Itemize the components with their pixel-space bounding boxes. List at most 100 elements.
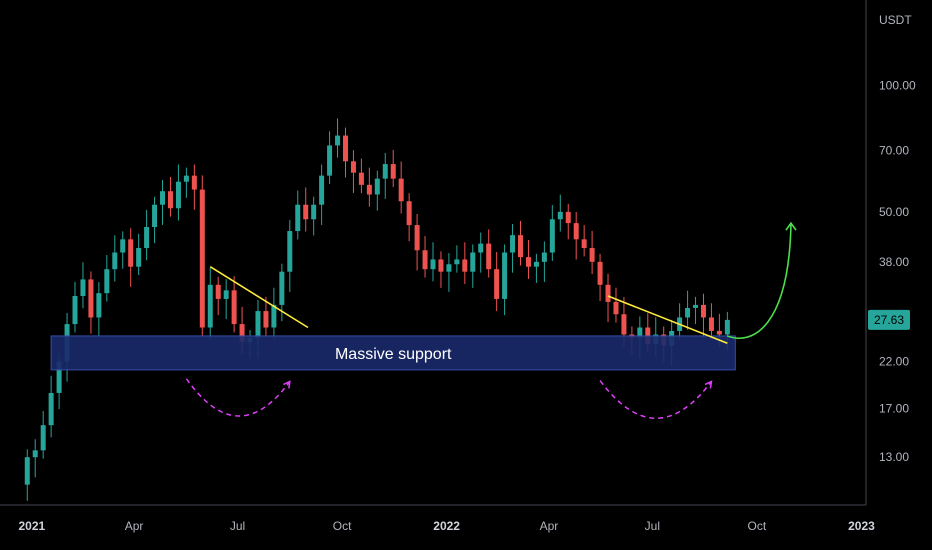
support-zone-layer: Massive support: [50, 335, 736, 371]
candle-body: [510, 235, 516, 253]
trendline[interactable]: [607, 295, 728, 345]
candle-body: [470, 252, 476, 272]
candle-body: [518, 235, 524, 258]
candle-body: [24, 457, 30, 485]
candle-body: [430, 259, 436, 270]
candle-body: [327, 145, 333, 176]
candle-body: [565, 211, 571, 224]
candle-body: [287, 231, 293, 272]
candle-body: [167, 191, 173, 209]
candle-body: [374, 178, 380, 195]
candle-body: [541, 252, 547, 262]
candle-body: [478, 243, 484, 253]
candle-body: [446, 264, 452, 272]
candle-body: [438, 259, 444, 272]
candle-body: [398, 178, 404, 202]
price-tick-label: 38.00: [879, 255, 909, 269]
currency-label: USDT: [879, 13, 912, 27]
price-tick-label: 13.00: [879, 450, 909, 464]
trendline[interactable]: [209, 266, 309, 329]
price-tick-label: 70.00: [879, 144, 909, 158]
candle-body: [96, 293, 102, 318]
candle-body: [144, 227, 150, 249]
candle-body: [454, 259, 460, 265]
candle-body: [382, 164, 388, 179]
current-price-value: 27.63: [874, 313, 904, 327]
candle-body: [366, 184, 372, 195]
time-tick-label: Oct: [748, 519, 767, 533]
candle-body: [215, 284, 221, 299]
candle-body: [693, 304, 699, 308]
candle-body: [207, 284, 213, 328]
price-axis[interactable]: 100.00 70.00 50.00 38.00 22.00 17.00 13.00: [879, 79, 916, 465]
candle-body: [685, 307, 691, 318]
candle-body: [605, 284, 611, 302]
price-tick-label: 50.00: [879, 205, 909, 219]
candle-body: [708, 317, 714, 331]
candle-body: [462, 259, 468, 272]
candle-body: [319, 175, 325, 205]
candle-body: [40, 425, 46, 451]
candle-body: [335, 135, 341, 146]
time-axis[interactable]: 2021 Apr Jul Oct 2022 Apr Jul Oct 2023: [18, 519, 875, 533]
candle-body: [56, 361, 62, 393]
candle-body: [597, 261, 603, 285]
candle-body: [263, 311, 269, 328]
candle-body: [32, 450, 38, 458]
time-tick-label: 2021: [18, 519, 45, 533]
candle-body: [533, 261, 539, 267]
cup-arc-arrowhead: [704, 380, 713, 389]
candle-body: [136, 248, 142, 267]
candle-body: [120, 239, 126, 253]
candle-body: [422, 250, 428, 270]
candle-body: [239, 324, 245, 342]
candle-body: [104, 269, 110, 294]
projection-arrow[interactable]: [727, 223, 792, 340]
candle-body: [88, 279, 94, 318]
candle-body: [486, 243, 492, 270]
cup-arc[interactable]: [599, 380, 713, 419]
time-tick-label: Apr: [540, 519, 559, 533]
current-price-tag: 27.63: [868, 309, 910, 330]
candle-body: [613, 301, 619, 315]
candle-body: [48, 392, 54, 426]
candle-body: [72, 296, 78, 325]
support-zone[interactable]: [50, 335, 736, 371]
drawings-layer: [185, 221, 797, 419]
cup-arc-arrowhead: [283, 380, 291, 389]
price-tick-label: 17.00: [879, 401, 909, 415]
candle-body: [231, 290, 237, 325]
candle-body: [502, 252, 508, 299]
candle-body: [199, 189, 205, 328]
candles-layer: [24, 118, 730, 501]
candle-body: [589, 248, 595, 262]
price-tick-label: 100.00: [879, 79, 916, 93]
candle-body: [414, 225, 420, 251]
time-tick-label: Apr: [125, 519, 144, 533]
candle-body: [716, 330, 722, 335]
candle-body: [342, 135, 348, 162]
price-tick-label: 22.00: [879, 354, 909, 368]
candle-body: [581, 239, 587, 249]
candle-body: [311, 204, 317, 220]
projection-arrowhead: [785, 221, 797, 231]
current-price-tag-bg: [868, 309, 910, 330]
candle-body: [183, 175, 189, 182]
candle-body: [191, 175, 197, 190]
candle-body: [494, 269, 500, 299]
candle-body: [175, 181, 181, 209]
candle-body: [295, 204, 301, 232]
time-tick-label: Jul: [230, 519, 245, 533]
cup-arc[interactable]: [185, 378, 291, 417]
candle-body: [390, 164, 396, 179]
candle-body: [112, 252, 118, 270]
candle-body: [700, 304, 706, 318]
candle-body: [279, 271, 285, 305]
candle-body: [160, 191, 166, 205]
candle-body: [152, 204, 158, 228]
time-tick-label: Oct: [333, 519, 352, 533]
candle-body: [724, 319, 730, 335]
candle-body: [637, 327, 643, 339]
support-zone-label: Massive support: [335, 346, 452, 363]
